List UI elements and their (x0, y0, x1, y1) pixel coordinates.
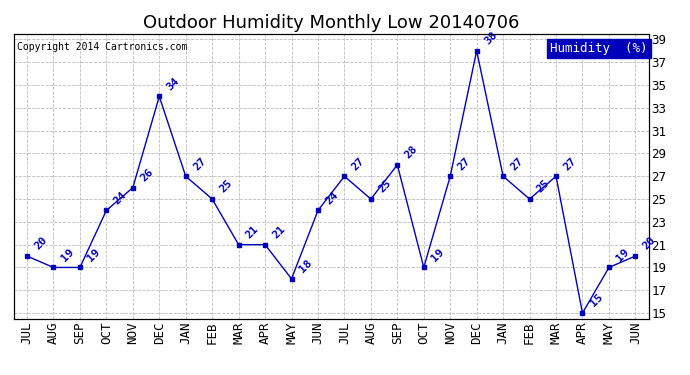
Text: 19: 19 (615, 247, 631, 263)
Text: 19: 19 (429, 247, 446, 263)
Text: 25: 25 (535, 178, 552, 195)
Text: 27: 27 (191, 156, 208, 172)
Text: 20: 20 (32, 235, 49, 252)
Text: 26: 26 (139, 167, 155, 183)
Text: 27: 27 (350, 156, 366, 172)
Text: 18: 18 (297, 258, 314, 274)
Text: 21: 21 (270, 224, 287, 240)
Text: 21: 21 (244, 224, 261, 240)
Text: 27: 27 (509, 156, 525, 172)
Text: Copyright 2014 Cartronics.com: Copyright 2014 Cartronics.com (17, 42, 188, 52)
Text: 27: 27 (562, 156, 578, 172)
Text: 20: 20 (641, 235, 658, 252)
Text: 19: 19 (59, 247, 76, 263)
Text: 19: 19 (86, 247, 102, 263)
Text: 28: 28 (403, 144, 420, 160)
Text: 27: 27 (456, 156, 473, 172)
Text: 24: 24 (324, 190, 340, 206)
Title: Outdoor Humidity Monthly Low 20140706: Outdoor Humidity Monthly Low 20140706 (143, 14, 520, 32)
Text: 38: 38 (482, 30, 499, 46)
Text: 25: 25 (377, 178, 393, 195)
Text: 15: 15 (588, 292, 604, 309)
Text: 25: 25 (218, 178, 235, 195)
Text: 34: 34 (165, 76, 181, 92)
Text: Humidity  (%): Humidity (%) (550, 42, 648, 55)
Text: 24: 24 (112, 190, 128, 206)
